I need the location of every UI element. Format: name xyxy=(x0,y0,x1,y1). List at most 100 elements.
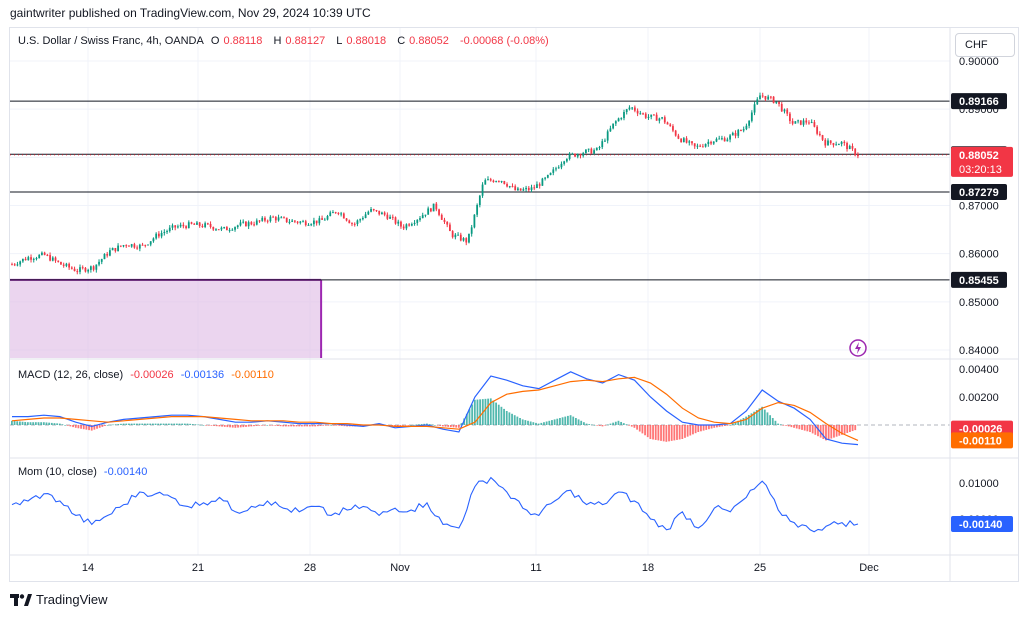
macd-badge-value: -0.00110 xyxy=(959,435,1002,447)
candle-body xyxy=(313,220,315,225)
macd-histogram-bar xyxy=(24,421,27,425)
candle-body xyxy=(125,245,128,247)
level-price-value: 0.89166 xyxy=(959,96,999,108)
level-price-value: 0.85455 xyxy=(959,275,999,287)
candle-body xyxy=(677,135,680,139)
candle-body xyxy=(383,212,386,215)
macd-histogram-bar xyxy=(316,425,319,427)
price-tick-label: 0.86000 xyxy=(959,249,999,261)
macd-signal-value: -0.00110 xyxy=(231,369,274,381)
macd-histogram-bar xyxy=(11,420,13,425)
candle-body xyxy=(748,120,751,126)
candle-body xyxy=(89,266,92,270)
macd-histogram-bar xyxy=(93,425,96,430)
macd-histogram-bar xyxy=(745,416,748,425)
candle-body xyxy=(307,224,310,226)
macd-histogram-bar xyxy=(88,425,90,431)
macd-histogram-bar xyxy=(697,425,700,432)
mom-badge-value: -0.00140 xyxy=(959,519,1002,531)
current-price-badge xyxy=(951,146,1013,177)
macd-histogram-bar xyxy=(247,425,250,427)
macd-histogram-bar xyxy=(428,424,431,425)
candle-body xyxy=(487,179,489,181)
macd-histogram-bar xyxy=(505,411,508,425)
macd-histogram-bar xyxy=(513,415,516,425)
candle-body xyxy=(506,184,508,187)
macd-histogram-bar xyxy=(399,425,402,426)
candle-body xyxy=(644,113,647,118)
macd-histogram-bar xyxy=(410,425,412,426)
candle-body xyxy=(555,168,557,170)
macd-histogram-bar xyxy=(561,417,564,425)
purple-zone-group xyxy=(10,278,323,358)
macd-histogram-bar xyxy=(625,424,628,425)
candle-body xyxy=(740,130,742,132)
candle-body xyxy=(272,216,275,218)
price-axis: 0.900000.890000.880000.870000.860000.850… xyxy=(951,56,1013,533)
macd-histogram-bar xyxy=(50,422,53,425)
candle-body xyxy=(541,178,544,186)
candle-body xyxy=(598,147,601,149)
candle-body xyxy=(217,229,220,231)
level-price-badge xyxy=(951,93,1007,110)
macd-histogram-bar xyxy=(117,424,120,425)
macd-histogram-bar xyxy=(630,425,633,427)
macd-histogram-bar xyxy=(388,425,391,426)
macd-histogram-bar xyxy=(146,423,149,425)
candle-body xyxy=(95,264,98,270)
candle-body xyxy=(109,250,111,256)
candle-body xyxy=(193,223,196,225)
macd-histogram-bar xyxy=(378,423,380,425)
candle-body xyxy=(609,128,612,132)
macd-histogram-bar xyxy=(657,425,660,441)
macd-histogram-bar xyxy=(700,425,702,432)
candle-body xyxy=(606,131,609,141)
candle-body xyxy=(617,118,620,122)
macd-histogram-bar xyxy=(809,425,811,432)
candle-body xyxy=(791,121,794,124)
macd-histogram-bar xyxy=(713,425,716,428)
candle-body xyxy=(571,153,574,155)
macd-histogram-bar xyxy=(588,424,591,425)
candle-body xyxy=(854,148,857,155)
macd-histogram-bar xyxy=(452,425,455,428)
macd-histogram-bar xyxy=(311,425,314,427)
level-price-badge xyxy=(951,184,1007,201)
legend-title: U.S. Dollar / Swiss Franc, 4h, OANDA xyxy=(18,35,204,47)
candle-body xyxy=(245,221,247,227)
candle-body xyxy=(734,132,737,136)
candle-body xyxy=(731,132,734,136)
candle-body xyxy=(612,123,615,129)
candle-body xyxy=(794,121,797,124)
macd-histogram-bar xyxy=(157,423,160,425)
candle-body xyxy=(478,195,481,205)
candle-body xyxy=(57,260,60,262)
candle-body xyxy=(391,216,394,218)
macd-histogram-bar xyxy=(652,425,654,440)
macd-histogram-bar xyxy=(308,425,311,427)
candle-body xyxy=(250,222,253,225)
candle-body xyxy=(723,138,726,142)
candle-body xyxy=(808,122,810,124)
currency-button[interactable]: CHF xyxy=(955,33,1015,57)
macd-histogram-bar xyxy=(803,425,806,431)
candle-body xyxy=(269,216,272,222)
candle-body xyxy=(73,268,76,272)
macd-histogram-bar xyxy=(159,423,162,425)
candle-body xyxy=(255,220,258,225)
candle-body xyxy=(340,213,343,215)
macd-histogram-bar xyxy=(739,419,742,425)
macd-histogram-bar xyxy=(447,425,450,427)
macd-histogram-bar xyxy=(221,425,223,427)
macd-histogram-bar xyxy=(641,425,644,434)
candle-body xyxy=(359,219,362,221)
candle-body xyxy=(171,225,174,228)
candle-body xyxy=(111,248,114,251)
candle-body xyxy=(323,219,326,221)
macd-histogram-bar xyxy=(431,424,434,426)
macd-histogram-bar xyxy=(617,420,620,425)
candle-body xyxy=(196,222,198,225)
macd-histogram-bar xyxy=(229,425,231,428)
legend-h-label: H xyxy=(273,35,282,47)
